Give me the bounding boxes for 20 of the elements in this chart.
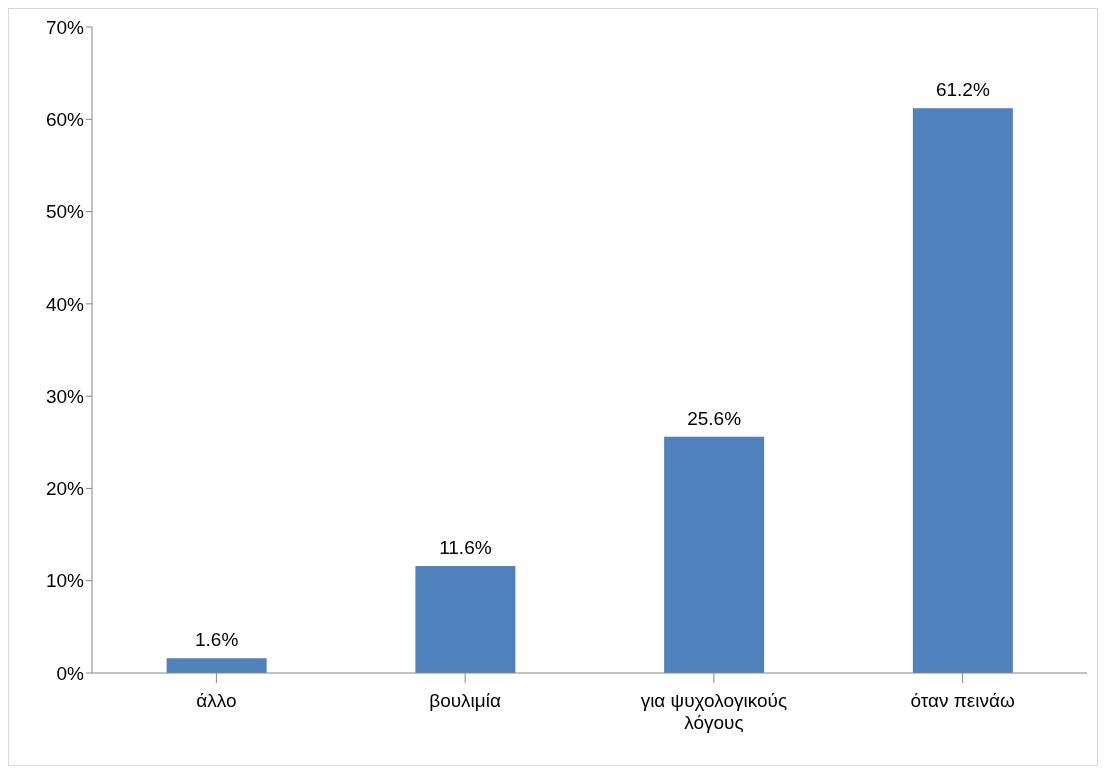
y-tick-label: 20% (45, 478, 85, 500)
x-tick-label: βουλιμία (429, 690, 502, 711)
y-tick-label: 60% (45, 109, 85, 131)
x-tick-label: για ψυχολογικούς λόγους (640, 690, 788, 733)
y-tick-label: 10% (45, 570, 85, 592)
y-tick-label: 30% (45, 385, 85, 407)
bar (664, 436, 765, 673)
x-tick-label: όταν πεινάω (910, 690, 1015, 711)
y-tick-label: 70% (45, 16, 85, 38)
bar (912, 108, 1013, 673)
data-label: 11.6% (439, 536, 492, 558)
y-tick-label: 50% (45, 201, 85, 223)
y-tick-label: 40% (45, 293, 85, 315)
x-tick-label: άλλο (196, 690, 237, 711)
bar (166, 658, 267, 673)
data-label: 61.2% (935, 79, 990, 101)
data-label: 25.6% (687, 407, 742, 429)
data-label: 1.6% (194, 629, 239, 651)
bar (415, 565, 516, 673)
y-tick-label: 0% (56, 662, 85, 684)
